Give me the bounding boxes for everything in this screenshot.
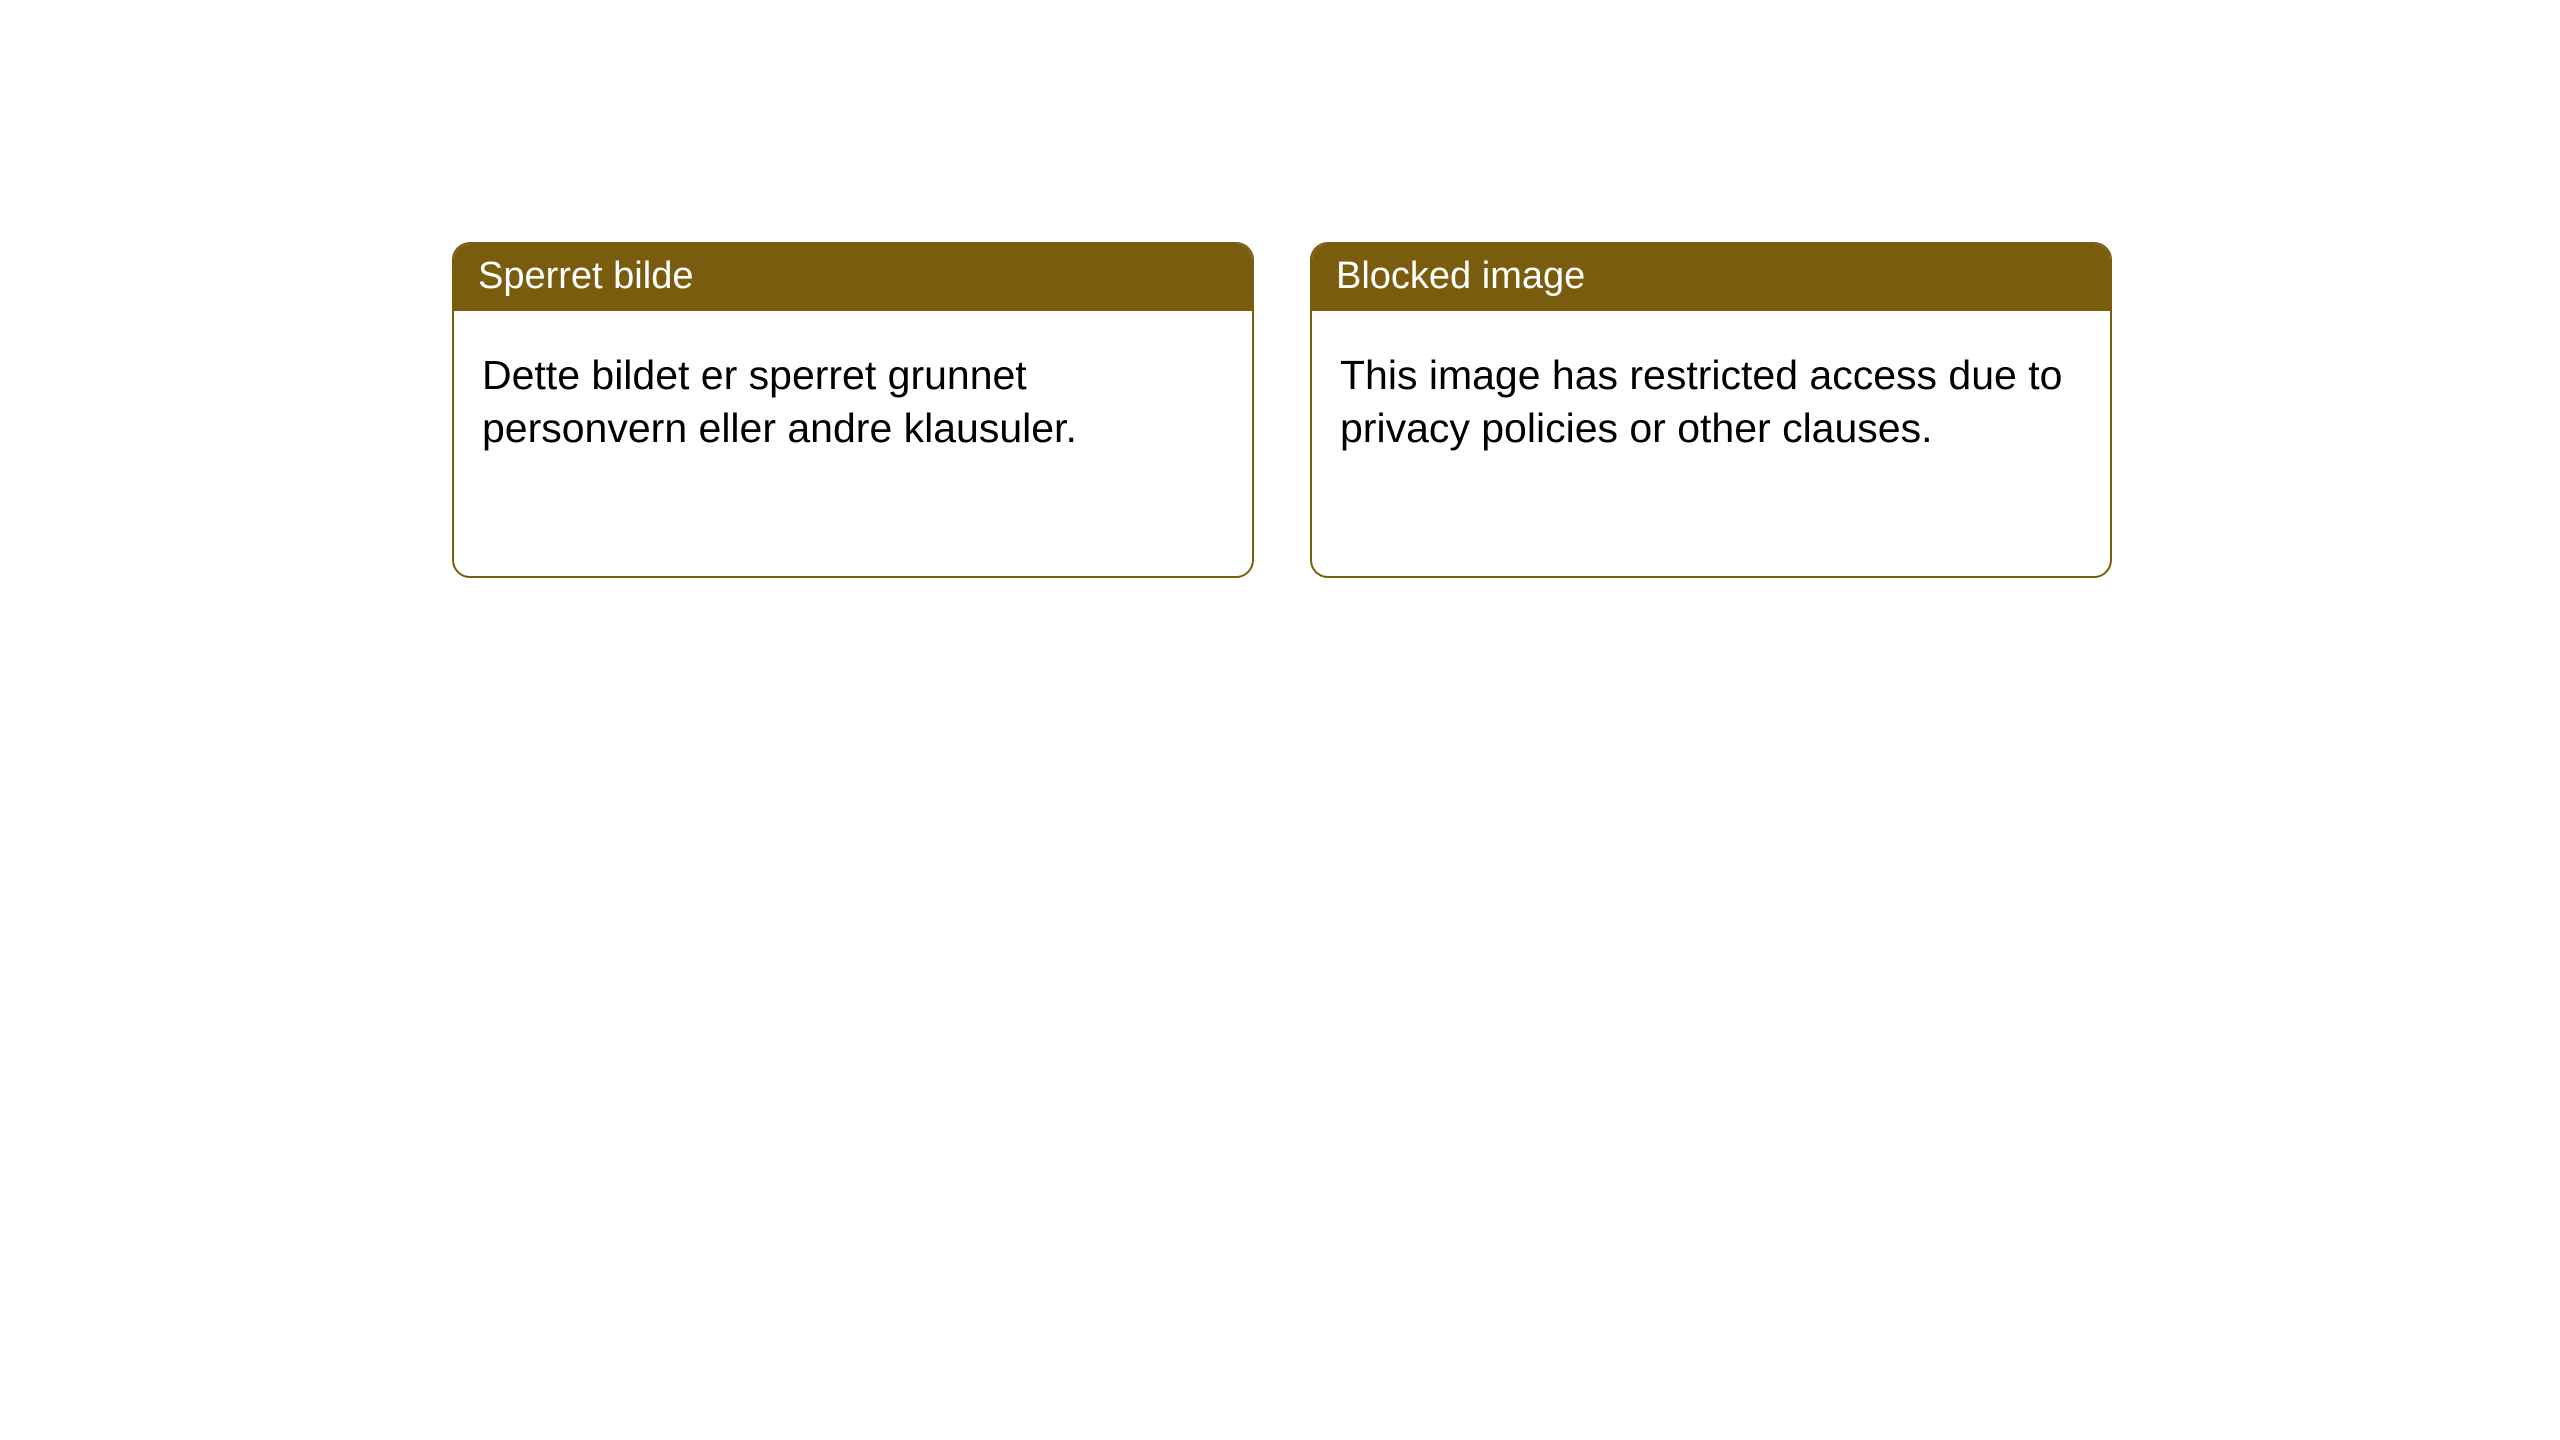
card-header: Sperret bilde [454,244,1252,311]
cards-container: Sperret bilde Dette bildet er sperret gr… [0,0,2560,578]
card-body-text: Dette bildet er sperret grunnet personve… [482,352,1077,450]
card-body: This image has restricted access due to … [1312,311,2110,482]
card-title: Blocked image [1336,255,1585,297]
card-body-text: This image has restricted access due to … [1340,352,2062,450]
card-title: Sperret bilde [478,255,693,297]
card-header: Blocked image [1312,244,2110,311]
card-english: Blocked image This image has restricted … [1310,242,2112,578]
card-norwegian: Sperret bilde Dette bildet er sperret gr… [452,242,1254,578]
card-body: Dette bildet er sperret grunnet personve… [454,311,1252,482]
